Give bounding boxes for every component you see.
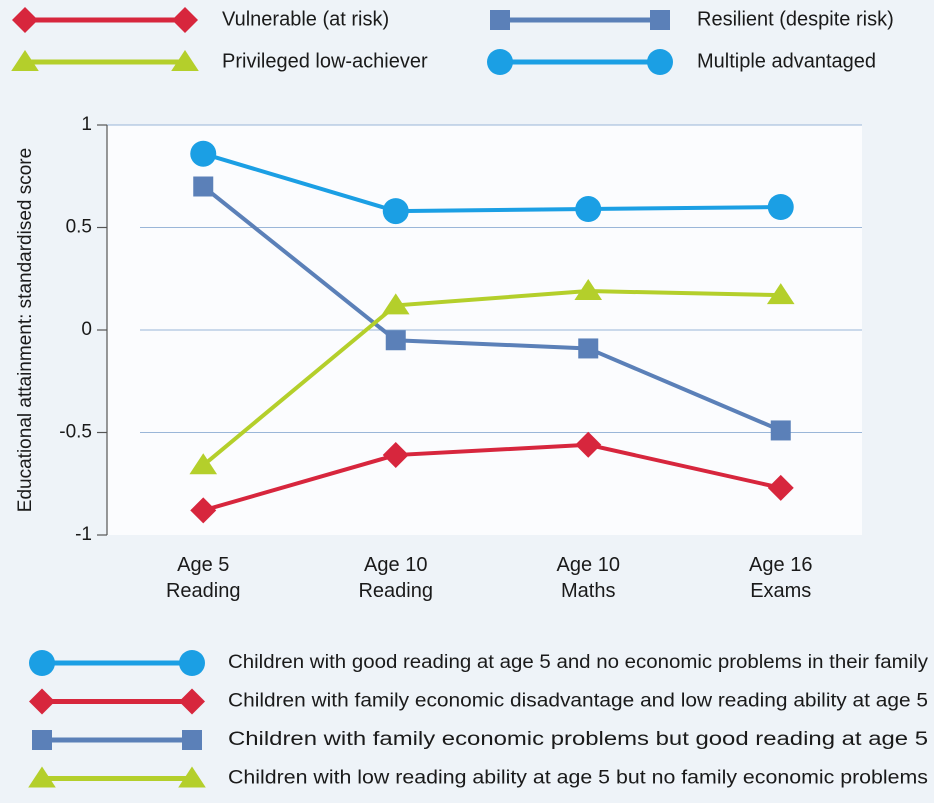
legend-label: Privileged low-achiever (222, 50, 428, 72)
series-line (202, 442, 782, 513)
legend-label: Multiple advantaged (697, 50, 876, 72)
x-tick-label: Age 10 Reading (358, 554, 433, 602)
marker (575, 196, 602, 223)
y-tick-label: -1 (75, 524, 92, 545)
legend-description: Children with family economic problems b… (228, 729, 928, 750)
x-tick-label: Age 5 Reading (165, 554, 241, 602)
marker (172, 7, 198, 33)
marker (382, 198, 409, 225)
marker (182, 730, 202, 750)
y-axis-label: Educational attainment: standardised sco… (15, 148, 36, 512)
marker (766, 283, 795, 305)
marker (190, 497, 217, 524)
legend-description: Children with good reading at age 5 and … (228, 652, 929, 673)
marker (179, 650, 205, 676)
legend-label: Vulnerable (at risk) (222, 8, 389, 30)
marker (385, 330, 406, 351)
legend-label: Resilient (despite risk) (697, 8, 894, 30)
y-tick-label: -0.5 (59, 422, 92, 443)
marker (193, 176, 214, 197)
marker (29, 688, 55, 715)
marker (179, 688, 205, 715)
legend-description: Children with low reading ability at age… (228, 768, 928, 789)
marker (178, 766, 206, 788)
marker (487, 49, 513, 75)
series-line (201, 289, 781, 467)
marker (32, 730, 52, 750)
marker (189, 453, 218, 475)
marker (650, 10, 670, 30)
y-tick-label: 0 (81, 319, 92, 340)
y-tick-label: 0.5 (66, 217, 92, 238)
x-tick-label: Age 16 Exams (749, 554, 813, 602)
marker (11, 50, 39, 71)
marker (190, 140, 217, 167)
series-line (202, 151, 781, 214)
series-line (202, 184, 782, 433)
marker (767, 194, 794, 220)
legend-description: Children with family economic disadvanta… (228, 691, 928, 712)
marker (770, 420, 791, 441)
marker (29, 650, 55, 676)
marker (382, 442, 409, 469)
marker (490, 10, 510, 30)
marker (12, 7, 38, 33)
marker (28, 766, 56, 788)
marker (767, 474, 794, 501)
marker (575, 431, 602, 458)
marker (578, 338, 599, 359)
y-tick-label: 1 (81, 114, 92, 135)
marker (647, 49, 673, 75)
x-tick-label: Age 10 Maths (556, 554, 620, 602)
marker (574, 279, 603, 301)
marker (171, 50, 199, 71)
marker (381, 293, 410, 315)
